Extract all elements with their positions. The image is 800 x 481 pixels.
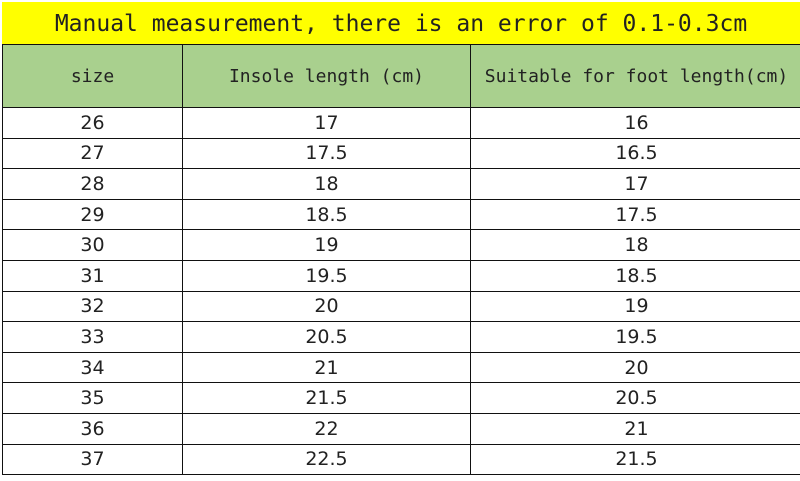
size-cell: 28 xyxy=(2,168,183,200)
foot-length-cell: 17.5 xyxy=(470,198,800,231)
foot-length-cell: 18.5 xyxy=(470,259,800,292)
size-cell: 26 xyxy=(2,107,183,139)
foot-length-cell: 21.5 xyxy=(470,443,800,476)
insole-length-cell: 20.5 xyxy=(182,321,471,353)
insole-length-cell: 22.5 xyxy=(182,443,471,476)
size-cell: 27 xyxy=(2,137,183,170)
insole-length-cell: 18 xyxy=(182,168,471,200)
table-row: 26 17 16 xyxy=(2,107,800,139)
size-table: size Insole length (cm) Suitable for foo… xyxy=(2,44,800,476)
table-row: 30 19 18 xyxy=(2,229,800,261)
table-title: Manual measurement, there is an error of… xyxy=(2,2,800,44)
table-row: 34 21 20 xyxy=(2,351,800,384)
foot-length-cell: 18 xyxy=(470,229,800,261)
foot-length-cell: 19 xyxy=(470,290,800,323)
foot-length-cell: 19.5 xyxy=(470,321,800,353)
foot-length-cell: 20 xyxy=(470,351,800,384)
header-size: size xyxy=(2,44,183,108)
table-row: 32 20 19 xyxy=(2,290,800,323)
size-cell: 33 xyxy=(2,321,183,353)
table-row: 37 22.5 21.5 xyxy=(2,443,800,476)
size-cell: 30 xyxy=(2,229,183,261)
table-row: 36 22 21 xyxy=(2,412,800,445)
table-row: 27 17.5 16.5 xyxy=(2,137,800,170)
foot-length-cell: 17 xyxy=(470,168,800,200)
size-cell: 36 xyxy=(2,412,183,445)
insole-length-cell: 18.5 xyxy=(182,198,471,231)
foot-length-cell: 21 xyxy=(470,412,800,445)
header-row: size Insole length (cm) Suitable for foo… xyxy=(2,44,800,108)
foot-length-cell: 16 xyxy=(470,107,800,139)
insole-length-cell: 20 xyxy=(182,290,471,323)
size-cell: 37 xyxy=(2,443,183,476)
header-foot-length: Suitable for foot length(cm) xyxy=(470,44,800,108)
insole-length-cell: 19.5 xyxy=(182,259,471,292)
header-insole-length: Insole length (cm) xyxy=(182,44,471,108)
size-cell: 31 xyxy=(2,259,183,292)
foot-length-cell: 20.5 xyxy=(470,382,800,414)
insole-length-cell: 22 xyxy=(182,412,471,445)
insole-length-cell: 19 xyxy=(182,229,471,261)
foot-length-cell: 16.5 xyxy=(470,137,800,170)
insole-length-cell: 17 xyxy=(182,107,471,139)
table-row: 28 18 17 xyxy=(2,168,800,200)
insole-length-cell: 17.5 xyxy=(182,137,471,170)
size-cell: 32 xyxy=(2,290,183,323)
table-row: 31 19.5 18.5 xyxy=(2,259,800,292)
insole-length-cell: 21 xyxy=(182,351,471,384)
size-cell: 29 xyxy=(2,198,183,231)
table-row: 33 20.5 19.5 xyxy=(2,321,800,353)
size-cell: 35 xyxy=(2,382,183,414)
size-cell: 34 xyxy=(2,351,183,384)
table-row: 35 21.5 20.5 xyxy=(2,382,800,414)
table-row: 29 18.5 17.5 xyxy=(2,198,800,231)
insole-length-cell: 21.5 xyxy=(182,382,471,414)
